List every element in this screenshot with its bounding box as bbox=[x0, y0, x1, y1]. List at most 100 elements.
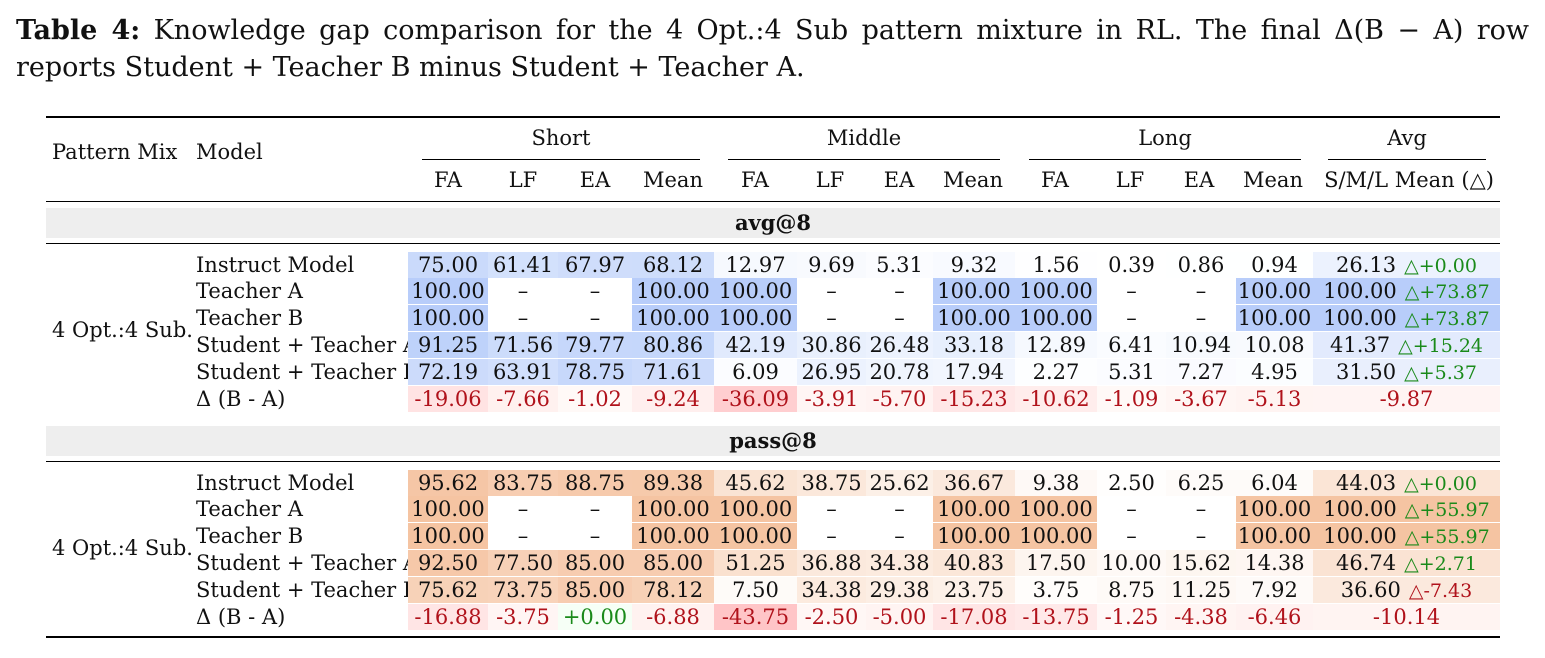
subheader-mean-3: Mean bbox=[643, 168, 703, 192]
table-cell: 10.94 bbox=[1166, 331, 1236, 358]
header-group-short: Short bbox=[531, 126, 591, 150]
avg-value: 31.50 bbox=[1336, 359, 1397, 384]
table-cell: – bbox=[589, 306, 601, 331]
table-cell: 6.41 bbox=[1097, 331, 1166, 358]
row-model-label: Teacher B bbox=[196, 306, 304, 331]
table-cell: – bbox=[1126, 279, 1137, 304]
avg-value: 36.60 bbox=[1340, 577, 1401, 602]
avg-cell: -10.14 bbox=[1313, 603, 1500, 630]
avg-cell: 100.00 △+73.87 bbox=[1313, 278, 1500, 305]
top-rule bbox=[46, 116, 1500, 118]
table-cell: 17.50 bbox=[1015, 549, 1097, 576]
avg-delta: △+55.97 bbox=[1404, 526, 1490, 549]
avg-delta: △+73.87 bbox=[1404, 308, 1490, 331]
short-underline bbox=[422, 159, 700, 160]
subheader-fa-0: FA bbox=[434, 168, 462, 192]
table-cell: 83.75 bbox=[488, 469, 558, 496]
table-cell: 85.00 bbox=[632, 549, 714, 576]
table-cell: – bbox=[1195, 279, 1207, 304]
subheader-ea-2: EA bbox=[579, 168, 611, 192]
table-cell: 100.00 bbox=[1236, 278, 1313, 305]
table-cell: 7.27 bbox=[1166, 358, 1236, 385]
table-cell: 30.86 bbox=[797, 331, 866, 358]
table-cell: -3.75 bbox=[488, 603, 558, 630]
avg-delta: △+73.87 bbox=[1404, 281, 1490, 304]
table-cell: 7.92 bbox=[1236, 576, 1313, 603]
table-cell: – bbox=[1195, 497, 1207, 522]
table-cell: 4.95 bbox=[1236, 358, 1313, 385]
header-group-long: Long bbox=[1138, 126, 1192, 150]
header-model: Model bbox=[196, 140, 263, 164]
table-cell: 12.97 bbox=[714, 251, 797, 278]
table-cell: – bbox=[589, 497, 601, 522]
table-cell: 91.25 bbox=[408, 331, 488, 358]
table-cell: 20.78 bbox=[866, 358, 933, 385]
table-cell: – bbox=[894, 279, 905, 304]
subheader-lf-9: LF bbox=[1115, 168, 1145, 192]
table-cell: 100.00 bbox=[933, 496, 1015, 523]
table-cell: 100.00 bbox=[714, 305, 797, 332]
table-cell: 100.00 bbox=[933, 305, 1015, 332]
table-cell: 36.67 bbox=[933, 469, 1015, 496]
table-cell: 3.75 bbox=[1015, 576, 1097, 603]
table-cell: 25.62 bbox=[866, 469, 933, 496]
table-cell: – bbox=[826, 306, 837, 331]
table-cell: 85.00 bbox=[558, 576, 632, 603]
avg-value: 26.13 bbox=[1336, 252, 1397, 277]
table-cell: 89.38 bbox=[632, 469, 714, 496]
section-title-pass8: pass@8 bbox=[46, 426, 1500, 456]
subheader-fa-4: FA bbox=[741, 168, 769, 192]
section2-rule bbox=[46, 461, 1500, 462]
table-cell: -1.09 bbox=[1097, 385, 1166, 412]
avg-delta: △-7.43 bbox=[1408, 579, 1473, 602]
table-cell: 2.27 bbox=[1015, 358, 1097, 385]
table-cell: 100.00 bbox=[933, 523, 1015, 550]
table-cell: 14.38 bbox=[1236, 549, 1313, 576]
row-model-label: Δ (B - A) bbox=[196, 604, 286, 629]
avg-value: 46.74 bbox=[1336, 550, 1397, 575]
table-cell: – bbox=[517, 497, 529, 522]
table-cell: -5.13 bbox=[1236, 385, 1313, 412]
table-cell: 6.04 bbox=[1236, 469, 1313, 496]
avg-value: 100.00 bbox=[1323, 524, 1397, 549]
table-cell: 63.91 bbox=[488, 358, 558, 385]
middle-underline bbox=[728, 159, 1000, 160]
table-cell: 0.94 bbox=[1236, 251, 1313, 278]
table-cell: 77.50 bbox=[488, 549, 558, 576]
table-caption: Table 4: Knowledge gap comparison for th… bbox=[16, 12, 1529, 86]
table-cell: 51.25 bbox=[714, 549, 797, 576]
section1-rule bbox=[46, 243, 1500, 244]
table-cell: 12.89 bbox=[1015, 331, 1097, 358]
avg-delta: △+55.97 bbox=[1404, 499, 1490, 522]
table-cell: -3.91 bbox=[797, 385, 866, 412]
table-cell: – bbox=[517, 279, 529, 304]
table-cell: 100.00 bbox=[632, 305, 714, 332]
table-cell: 88.75 bbox=[558, 469, 632, 496]
avg-underline bbox=[1328, 159, 1486, 160]
table-cell: 9.38 bbox=[1015, 469, 1097, 496]
row-model-label: Teacher B bbox=[196, 524, 304, 549]
table-cell: 100.00 bbox=[1015, 305, 1097, 332]
header-group-middle: Middle bbox=[826, 126, 902, 150]
table-cell: 85.00 bbox=[558, 549, 632, 576]
caption-text: Knowledge gap comparison for the 4 Opt.:… bbox=[16, 15, 1529, 83]
table-cell: 6.25 bbox=[1166, 469, 1236, 496]
table-cell: – bbox=[894, 306, 905, 331]
table-cell: 100.00 bbox=[1236, 496, 1313, 523]
table-cell: 100.00 bbox=[632, 523, 714, 550]
avg-value: 100.00 bbox=[1323, 306, 1397, 331]
section2-pattern: 4 Opt.:4 Sub. bbox=[52, 536, 193, 560]
table-cell: -9.24 bbox=[632, 385, 714, 412]
section1-pattern: 4 Opt.:4 Sub. bbox=[52, 318, 193, 342]
table-cell: 42.19 bbox=[714, 331, 797, 358]
table-cell: 15.62 bbox=[1166, 549, 1236, 576]
table-cell: 100.00 bbox=[408, 523, 488, 550]
long-underline bbox=[1029, 159, 1301, 160]
table-cell: – bbox=[894, 497, 905, 522]
table-cell: 79.77 bbox=[558, 331, 632, 358]
subheader-lf-5: LF bbox=[815, 168, 845, 192]
table-cell: 5.31 bbox=[866, 251, 933, 278]
table-cell: 71.61 bbox=[632, 358, 714, 385]
table-cell: 36.88 bbox=[797, 549, 866, 576]
header-group-avg: Avg bbox=[1387, 126, 1427, 150]
